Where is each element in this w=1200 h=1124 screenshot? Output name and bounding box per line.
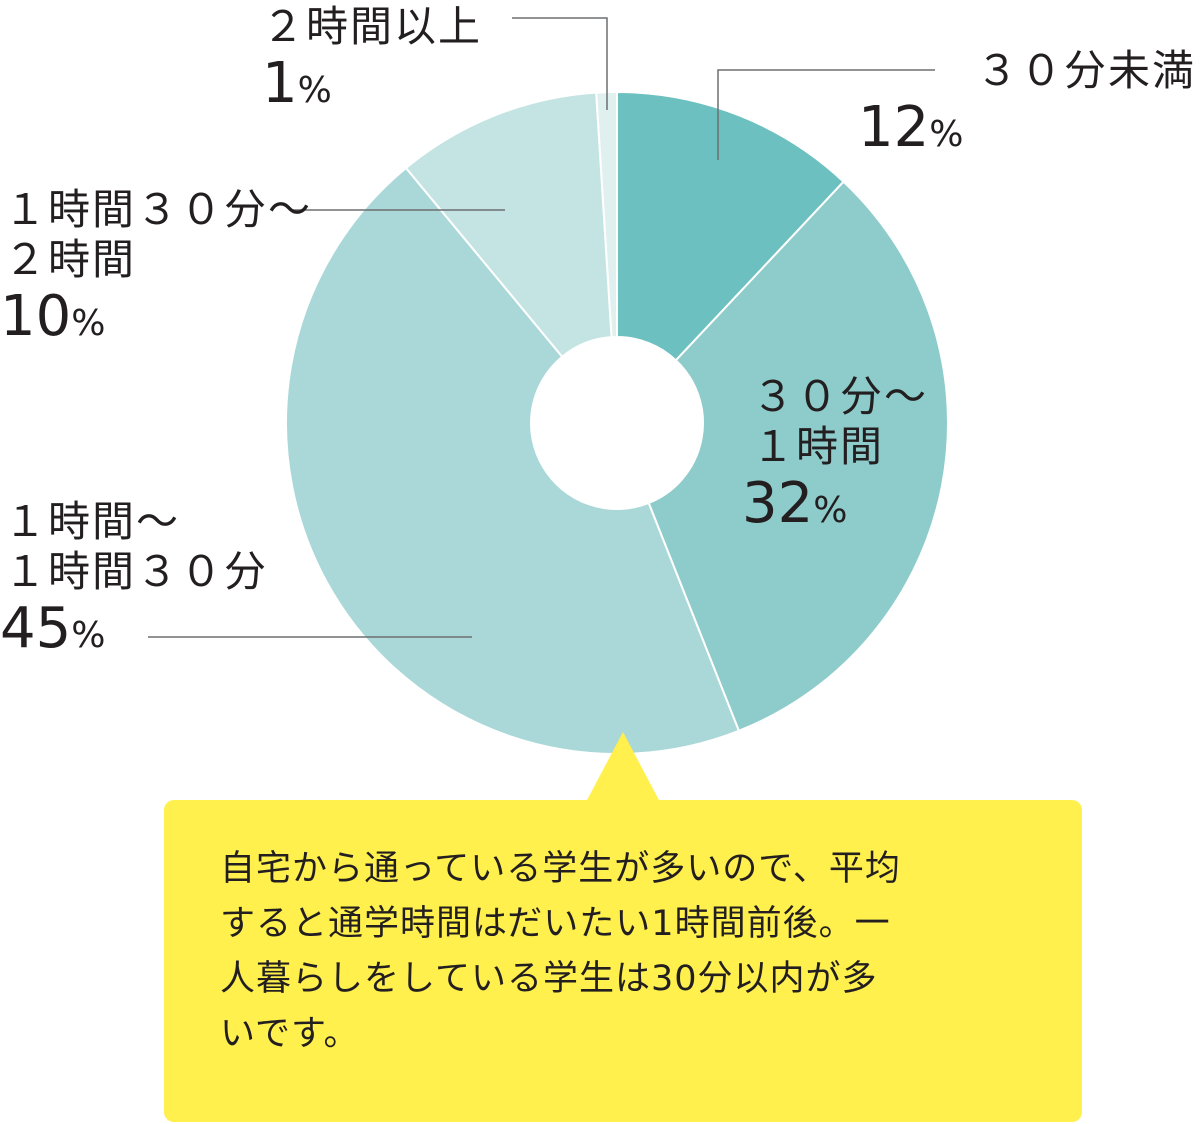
slice-1h-to-1h30: [285, 166, 741, 755]
value-1h30-to-2h-unit: %: [71, 303, 106, 344]
label-30min-to-1h: ３０分〜 １時間 32%: [742, 372, 929, 543]
value-over-2h-unit: %: [297, 70, 332, 111]
note-text: 自宅から通っている学生が多いので、平均 すると通学時間はだいたい1時間前後。一 …: [220, 849, 901, 1054]
label-1h-to-1h30-line-1: １時間〜: [4, 497, 181, 546]
value-under-30min: 12%: [858, 96, 1196, 167]
value-30min-to-1h-number: 32: [742, 471, 814, 536]
label-30min-to-1h-line-1: ３０分〜: [752, 372, 929, 421]
value-under-30min-number: 12: [857, 95, 930, 160]
value-over-2h: 1%: [262, 52, 482, 123]
note-bubble-tail: [586, 732, 660, 802]
label-1h-to-1h30: １時間〜 １時間３０分 45%: [0, 497, 269, 668]
slice-30min-to-1h: [647, 180, 949, 733]
label-over-2h-line-1: ２時間以上: [262, 2, 483, 51]
value-30min-to-1h-unit: %: [813, 490, 848, 531]
slice-under-30min: [616, 90, 845, 362]
value-1h-to-1h30: 45%: [0, 597, 268, 668]
value-1h-to-1h30-unit: %: [71, 615, 106, 656]
value-over-2h-number: 1: [262, 51, 298, 116]
value-1h30-to-2h: 10%: [0, 285, 312, 356]
value-1h-to-1h30-number: 45: [0, 596, 72, 661]
label-1h30-to-2h-line-2: ２時間: [4, 235, 137, 284]
value-under-30min-unit: %: [929, 114, 964, 155]
label-1h30-to-2h-line-1: １時間３０分〜: [4, 185, 313, 234]
label-1h30-to-2h: １時間３０分〜 ２時間 10%: [0, 185, 313, 356]
label-over-2h: ２時間以上 1%: [262, 2, 482, 123]
value-30min-to-1h: 32%: [742, 472, 928, 543]
leader-under-30min: [717, 69, 935, 160]
label-under-30min: ３０分未満 12%: [858, 46, 1196, 167]
label-under-30min-line-1: ３０分未満: [975, 46, 1196, 95]
leader-over-2h: [512, 17, 608, 110]
slice-1h30-to-2h: [404, 91, 613, 359]
label-1h-to-1h30-line-2: １時間３０分: [4, 547, 269, 596]
slice-over-2h: [595, 90, 618, 339]
label-30min-to-1h-line-2: １時間: [752, 422, 885, 471]
value-1h30-to-2h-number: 10: [0, 284, 72, 349]
note-bubble: [164, 800, 1082, 1122]
